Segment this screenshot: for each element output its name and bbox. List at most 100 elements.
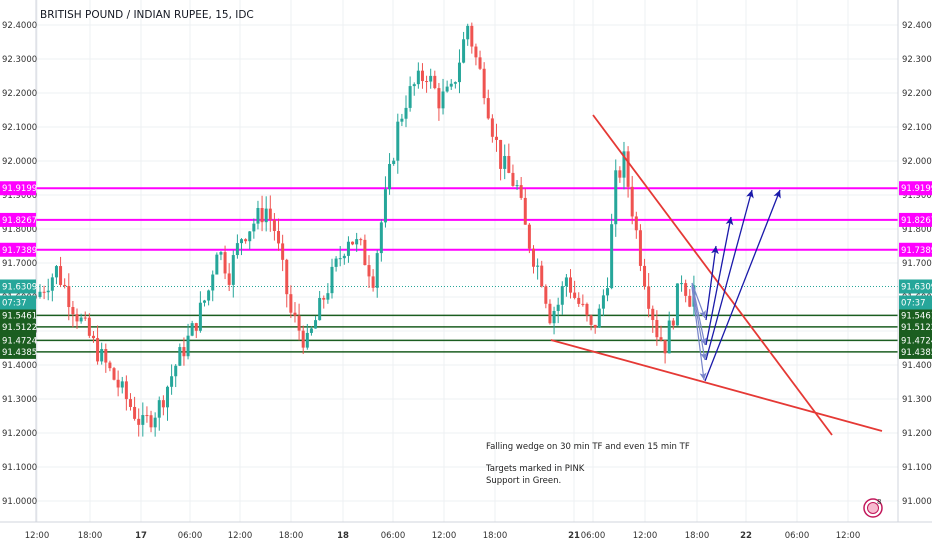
- candle-body: [318, 297, 322, 321]
- candle-body: [638, 230, 642, 266]
- left-y-tick-label: 92.0000: [2, 157, 37, 167]
- x-tick-label: 06:00: [178, 531, 203, 541]
- candle-body: [71, 307, 75, 315]
- pullback-arrow: [691, 286, 707, 381]
- candle-body: [305, 332, 309, 348]
- candle-body: [569, 277, 573, 293]
- candle-body: [219, 252, 223, 255]
- candle-body: [120, 381, 124, 388]
- candle-body: [507, 156, 511, 173]
- candle-body: [363, 239, 367, 266]
- candle-body: [433, 75, 437, 89]
- target-price-tag: 91.7389: [901, 246, 932, 256]
- time-axis[interactable]: 12:00 18:00 17 06:00 12:00 18:00 18 06:00 12:00 1…: [25, 531, 861, 541]
- candle-body: [46, 290, 50, 293]
- candle-body: [342, 255, 346, 259]
- candle-body: [408, 86, 412, 108]
- candle-body: [610, 224, 614, 289]
- right-y-tick-label: 91.9000: [902, 191, 932, 201]
- candle-body: [91, 335, 95, 339]
- note-line-2: Targets marked in PINK: [485, 464, 585, 474]
- candle-body: [671, 320, 675, 326]
- candle-body: [326, 293, 330, 300]
- target-price-tag: 91.9199: [2, 184, 37, 194]
- candle-body: [240, 239, 244, 244]
- candle-body: [688, 295, 692, 307]
- candle-body: [453, 82, 457, 84]
- candle-body: [338, 258, 342, 260]
- candle-body: [207, 290, 211, 301]
- candle-body: [137, 418, 141, 425]
- candle-body: [322, 297, 326, 300]
- target-arrow: [705, 245, 719, 321]
- candle-body: [314, 320, 318, 329]
- x-tick-label: 21: [568, 531, 580, 541]
- candle-body: [371, 276, 375, 288]
- candle-body: [556, 304, 560, 311]
- candle-body: [548, 303, 552, 324]
- last-price-tag-bg: [899, 279, 932, 294]
- candle-body: [63, 284, 67, 287]
- x-tick-label: 22: [740, 531, 752, 541]
- left-y-tick-label: 92.3000: [2, 55, 37, 65]
- candle-body: [252, 223, 256, 232]
- left-price-axis[interactable]: 92.4000 92.3000 92.2000 92.1000 92.0000 91.90…: [2, 21, 37, 507]
- right-y-tick-label: 91.3000: [902, 395, 932, 405]
- candle-body: [124, 381, 128, 400]
- target-price-tag: 91.8267: [2, 216, 37, 226]
- candle-body: [601, 295, 605, 309]
- support-price-tag: 91.5122: [901, 323, 932, 333]
- wedge-lower-trendline: [550, 339, 883, 432]
- countdown-tag: 07:37: [2, 298, 27, 308]
- candle-body: [478, 57, 482, 69]
- target-price-tag: 91.9199: [901, 184, 932, 194]
- candle-body: [606, 288, 610, 296]
- chart-title: BRITISH POUND / INDIAN RUPEE, 15, IDC: [40, 9, 254, 21]
- candle-body: [186, 335, 190, 357]
- candle-body: [457, 62, 461, 83]
- candle-body: [309, 328, 313, 333]
- candle-body: [346, 241, 350, 256]
- candle-body: [523, 197, 527, 225]
- countdown-tag-bg: [0, 295, 36, 310]
- support-price-tag-bg: [899, 344, 932, 359]
- candle-body: [614, 170, 618, 225]
- support-price-tag: 91.4385: [2, 348, 37, 358]
- last-price-tag: 91.6309: [901, 282, 932, 292]
- right-y-tick-label: 92.1000: [902, 123, 932, 133]
- candle-body: [581, 303, 585, 305]
- x-tick-label: 18:00: [685, 531, 710, 541]
- target-price-tag: 91.7389: [2, 246, 37, 256]
- candle-body: [42, 291, 46, 293]
- x-tick-label: 12:00: [432, 531, 457, 541]
- candle-body: [552, 310, 556, 324]
- candle-body: [330, 266, 334, 294]
- candle-body: [104, 349, 108, 363]
- right-y-tick-label: 92.3000: [902, 55, 932, 65]
- candle-body: [462, 39, 466, 63]
- candle-body: [643, 265, 647, 287]
- candle-body: [449, 83, 453, 87]
- candle-body: [647, 286, 651, 309]
- price-tags: 91.9199 91.9199 91.8267 91.8267 91.7389 91.73…: [0, 181, 932, 359]
- candle-body: [355, 239, 359, 245]
- x-tick-label: 12:00: [25, 531, 50, 541]
- candle-body: [149, 415, 153, 428]
- candle-body: [38, 291, 42, 297]
- candle-body: [527, 224, 531, 249]
- target-price-tag: 91.8267: [901, 216, 932, 226]
- candle-body: [503, 156, 507, 169]
- candle-body: [182, 347, 186, 357]
- candle-body: [174, 365, 178, 377]
- right-y-tick-label: 92.2000: [902, 89, 932, 99]
- support-price-tag: 91.5461: [901, 311, 932, 321]
- candle-body: [112, 368, 116, 380]
- right-price-axis[interactable]: 92.4000 92.3000 92.2000 92.1000 92.0000 91.90…: [902, 21, 932, 507]
- support-price-tag-bg: [899, 333, 932, 348]
- candle-body: [655, 319, 659, 338]
- x-tick-label: 12:00: [633, 531, 658, 541]
- tradingview-badge-icon[interactable]: 8: [863, 498, 883, 518]
- candle-body: [141, 415, 145, 425]
